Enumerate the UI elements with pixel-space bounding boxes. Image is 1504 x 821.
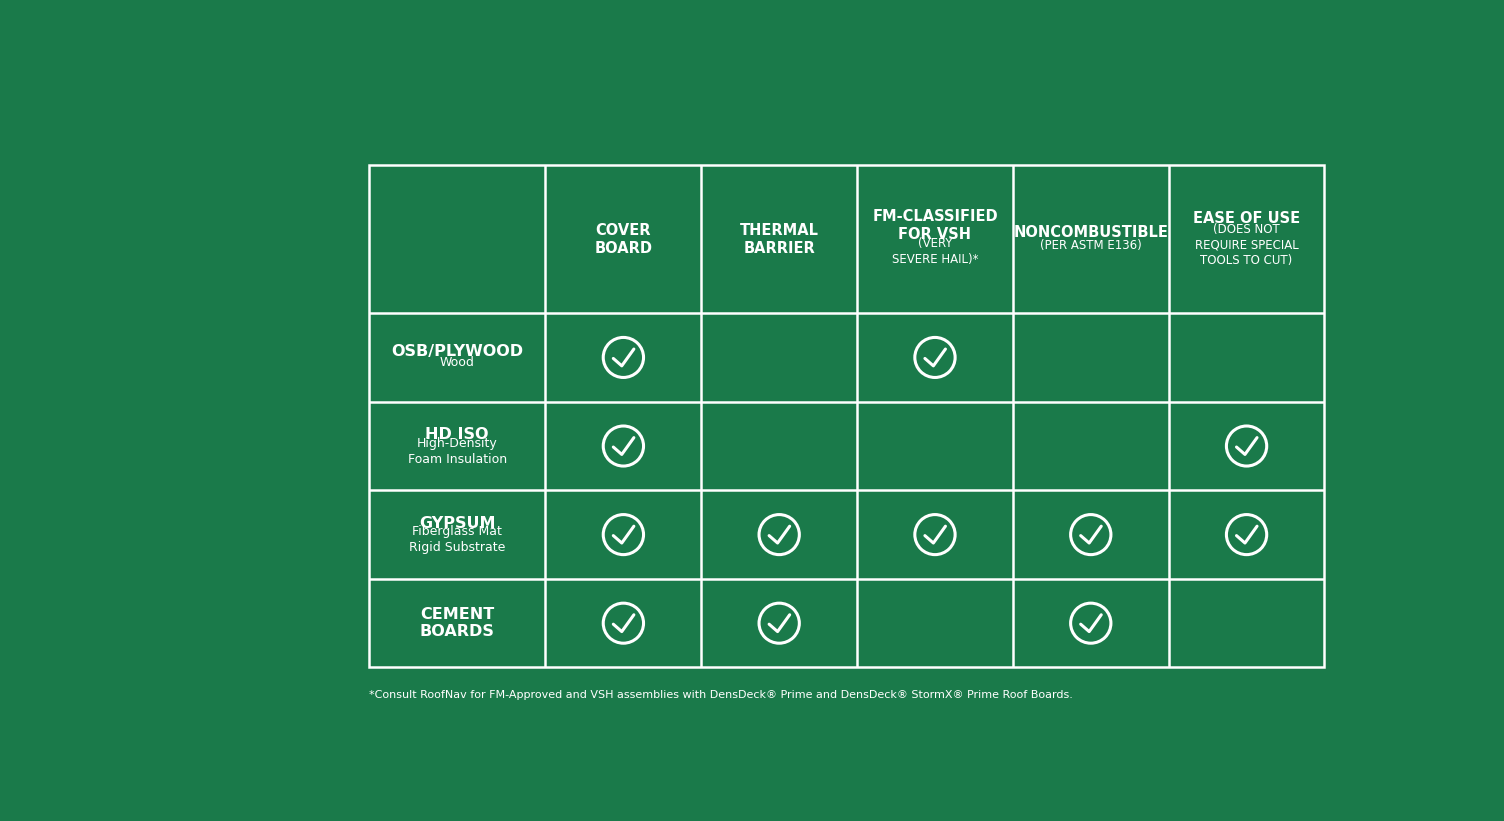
Text: High-Density
Foam Insulation: High-Density Foam Insulation xyxy=(408,437,507,466)
Text: COVER
BOARD: COVER BOARD xyxy=(594,222,653,255)
Text: OSB/PLYWOOD: OSB/PLYWOOD xyxy=(391,344,523,360)
Text: (PER ASTM E136): (PER ASTM E136) xyxy=(1039,239,1142,252)
Text: Wood: Wood xyxy=(439,356,475,369)
Text: Fiberglass Mat
Rigid Substrate: Fiberglass Mat Rigid Substrate xyxy=(409,525,505,554)
Text: THERMAL
BARRIER: THERMAL BARRIER xyxy=(740,222,818,255)
Text: (VERY
SEVERE HAIL)*: (VERY SEVERE HAIL)* xyxy=(892,237,978,266)
Text: HD ISO: HD ISO xyxy=(426,428,489,443)
Text: CEMENT
BOARDS: CEMENT BOARDS xyxy=(420,607,495,640)
Text: FM-CLASSIFIED
FOR VSH: FM-CLASSIFIED FOR VSH xyxy=(872,209,997,242)
Text: (DOES NOT
REQUIRE SPECIAL
TOOLS TO CUT): (DOES NOT REQUIRE SPECIAL TOOLS TO CUT) xyxy=(1194,223,1298,268)
Text: NONCOMBUSTIBLE: NONCOMBUSTIBLE xyxy=(1014,225,1169,240)
Text: *Consult RoofNav for FM-Approved and VSH assemblies with DensDeck® Prime and Den: *Consult RoofNav for FM-Approved and VSH… xyxy=(368,690,1072,699)
Text: GYPSUM: GYPSUM xyxy=(418,516,495,531)
Text: EASE OF USE: EASE OF USE xyxy=(1193,211,1299,226)
Bar xyxy=(368,165,1325,667)
